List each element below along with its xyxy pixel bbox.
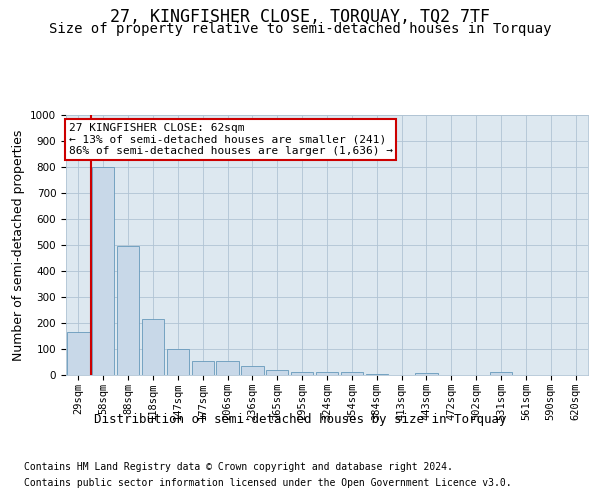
Text: 27 KINGFISHER CLOSE: 62sqm
← 13% of semi-detached houses are smaller (241)
86% o: 27 KINGFISHER CLOSE: 62sqm ← 13% of semi… — [68, 123, 392, 156]
Bar — [365, 374, 388, 375]
Text: 27, KINGFISHER CLOSE, TORQUAY, TQ2 7TF: 27, KINGFISHER CLOSE, TORQUAY, TQ2 7TF — [110, 8, 490, 26]
Bar — [266, 370, 289, 375]
Bar — [415, 373, 437, 375]
Bar — [142, 319, 164, 375]
Bar — [490, 372, 512, 375]
Bar — [117, 246, 139, 375]
Bar — [191, 362, 214, 375]
Bar — [291, 372, 313, 375]
Y-axis label: Number of semi-detached properties: Number of semi-detached properties — [11, 130, 25, 360]
Bar — [167, 349, 189, 375]
Text: Contains HM Land Registry data © Crown copyright and database right 2024.: Contains HM Land Registry data © Crown c… — [24, 462, 453, 472]
Text: Size of property relative to semi-detached houses in Torquay: Size of property relative to semi-detach… — [49, 22, 551, 36]
Bar — [341, 372, 363, 375]
Bar — [92, 167, 115, 375]
Bar — [241, 366, 263, 375]
Bar — [217, 362, 239, 375]
Bar — [316, 372, 338, 375]
Bar — [67, 332, 89, 375]
Text: Distribution of semi-detached houses by size in Torquay: Distribution of semi-detached houses by … — [94, 412, 506, 426]
Text: Contains public sector information licensed under the Open Government Licence v3: Contains public sector information licen… — [24, 478, 512, 488]
